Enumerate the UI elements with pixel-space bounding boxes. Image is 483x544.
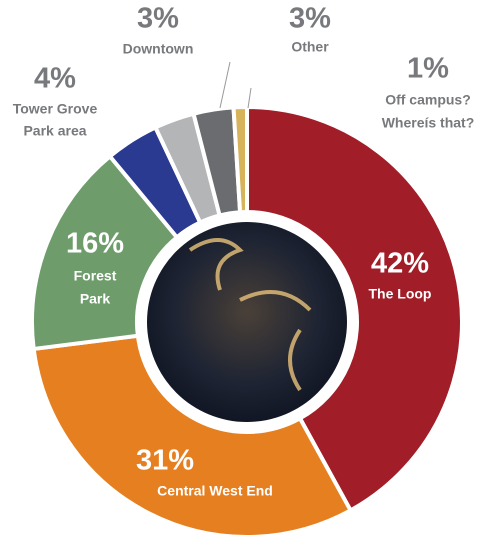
category-label: Tower Grove [13, 101, 98, 117]
category-label: Whereís that? [382, 115, 475, 131]
category-label: Other [291, 39, 329, 55]
donut-slice [31, 333, 354, 539]
donut-slice [245, 104, 464, 514]
donut-slice [30, 153, 180, 352]
leader-line [219, 61, 231, 109]
value-label: 3% [289, 3, 331, 35]
category-label: Off campus? [385, 92, 471, 108]
category-label: Park area [23, 123, 86, 139]
category-label: Forest [74, 268, 117, 284]
leader-line [247, 87, 252, 109]
category-label: The Loop [369, 286, 432, 302]
category-label: Downtown [123, 41, 194, 57]
value-label: 31% [136, 445, 194, 477]
donut-slice [231, 104, 249, 215]
value-label: 3% [137, 3, 179, 35]
photo-decoration [188, 238, 312, 392]
value-label: 16% [66, 228, 124, 260]
value-label: 42% [371, 248, 429, 280]
value-label: 4% [34, 63, 76, 95]
value-label: 1% [407, 53, 449, 85]
center-photo [147, 222, 347, 422]
category-label: Park [80, 291, 111, 307]
category-label: Central West End [157, 483, 273, 499]
